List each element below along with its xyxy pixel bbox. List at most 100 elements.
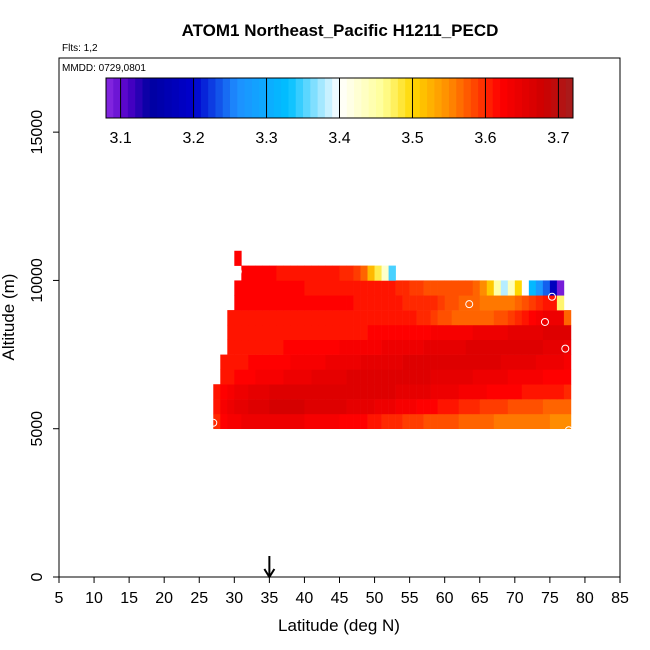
y-axis: 0 5000 10000 15000 (29, 110, 59, 581)
heatmap-cell (248, 399, 256, 415)
heatmap-cell (297, 324, 305, 341)
heatmap-cell (227, 413, 235, 430)
heatmap-cell (234, 339, 242, 355)
heatmap-cell (430, 295, 438, 311)
colorbar-segment (251, 78, 260, 118)
heatmap-cell (472, 280, 481, 296)
heatmap-cell (472, 354, 481, 370)
heatmap-cell (269, 265, 277, 281)
heatmap-cell (507, 339, 516, 355)
heatmap-cell (269, 310, 277, 326)
heatmap-cell (248, 369, 256, 385)
heatmap-cell (346, 384, 354, 400)
heatmap-cell (388, 280, 396, 296)
heatmap-cell (521, 280, 530, 296)
heatmap-cell (549, 280, 558, 296)
heatmap-cell (556, 324, 565, 341)
heatmap-cell (353, 265, 361, 281)
colorbar-segment (397, 78, 406, 118)
heatmap-cell (416, 369, 424, 385)
heatmap-cell (346, 413, 354, 430)
heatmap-cell (367, 369, 375, 385)
heatmap-cell (458, 324, 467, 341)
heatmap-cell (353, 295, 361, 311)
heatmap-cell (507, 384, 516, 400)
heatmap-cell (479, 354, 488, 370)
y-tick-label: 0 (29, 572, 46, 581)
heatmap-cell (563, 310, 572, 326)
colorbar-segment (346, 78, 355, 118)
heatmap-cell (423, 384, 431, 400)
heatmap-cell (332, 265, 340, 281)
heatmap-cell (332, 280, 340, 296)
heatmap-cell (241, 310, 249, 326)
heatmap-cell (381, 384, 389, 400)
heatmap-cell (444, 384, 452, 400)
heatmap-cell (381, 324, 389, 341)
heatmap-cell (318, 295, 326, 311)
heatmap-cell (283, 413, 291, 430)
heatmap-cell (563, 324, 572, 341)
x-tick-label: 85 (611, 590, 629, 607)
heatmap-cell (346, 324, 354, 341)
heatmap-cell (479, 384, 488, 400)
heatmap-cell (325, 354, 333, 370)
heatmap-cell (486, 354, 495, 370)
heatmap-cell (241, 339, 249, 355)
colorbar-tick-label: 3.5 (401, 130, 423, 147)
colorbar-tick-label: 3.2 (182, 130, 204, 147)
heatmap-cell (290, 399, 298, 415)
heatmap-cell (388, 339, 396, 355)
heatmap-cell (262, 324, 270, 341)
heatmap-cell (339, 354, 347, 370)
x-tick-label: 55 (401, 590, 419, 607)
heatmap-cell (297, 384, 305, 400)
colorbar-segment (368, 78, 377, 118)
heatmap-cell (374, 295, 382, 311)
colorbar-segment (200, 78, 209, 118)
heatmap-cell (262, 384, 270, 400)
heatmap-cell (521, 295, 530, 311)
heatmap-cell (542, 369, 551, 385)
heatmap-cell (311, 354, 319, 370)
flight-point (540, 317, 549, 326)
heatmap-cell (556, 384, 565, 400)
heatmap-cell (423, 280, 431, 296)
heatmap-cell (451, 399, 460, 415)
heatmap-cell (423, 339, 431, 355)
heatmap-cell (542, 324, 551, 341)
heatmap-cell (563, 413, 572, 430)
colorbar-segment (288, 78, 297, 118)
heatmap-cell (528, 280, 537, 296)
heatmap-cell (234, 280, 242, 296)
heatmap-cell (507, 310, 516, 326)
heatmap-cell (346, 369, 354, 385)
heatmap-cell (262, 369, 270, 385)
heatmap-cell (514, 280, 523, 296)
heatmap-cell (423, 354, 431, 370)
heatmap-cell (444, 339, 452, 355)
heatmap-cell (458, 369, 467, 385)
colorbar-segment (259, 78, 267, 118)
heatmap-cell (514, 354, 523, 370)
heatmap-cell (500, 399, 509, 415)
heatmap-cell (269, 295, 277, 311)
heatmap-cell (381, 339, 389, 355)
heatmap-cell (255, 265, 263, 281)
heatmap-cell (409, 310, 417, 326)
dates-label: MMDD: 0729,0801 (62, 63, 146, 74)
heatmap-cell (458, 310, 467, 326)
heatmap-cell (297, 413, 305, 430)
heatmap-cell (269, 324, 277, 341)
heatmap-cell (493, 339, 502, 355)
heatmap-cell (430, 413, 438, 430)
heatmap-cell (472, 384, 481, 400)
flight-point (561, 344, 570, 353)
x-tick-label: 65 (471, 590, 489, 607)
heatmap-cell (535, 324, 544, 341)
heatmap-cell (360, 384, 368, 400)
heatmap-cell (304, 295, 312, 311)
heatmap-cell (339, 399, 347, 415)
colorbar-segment (230, 78, 238, 118)
heatmap-cell (521, 324, 530, 341)
